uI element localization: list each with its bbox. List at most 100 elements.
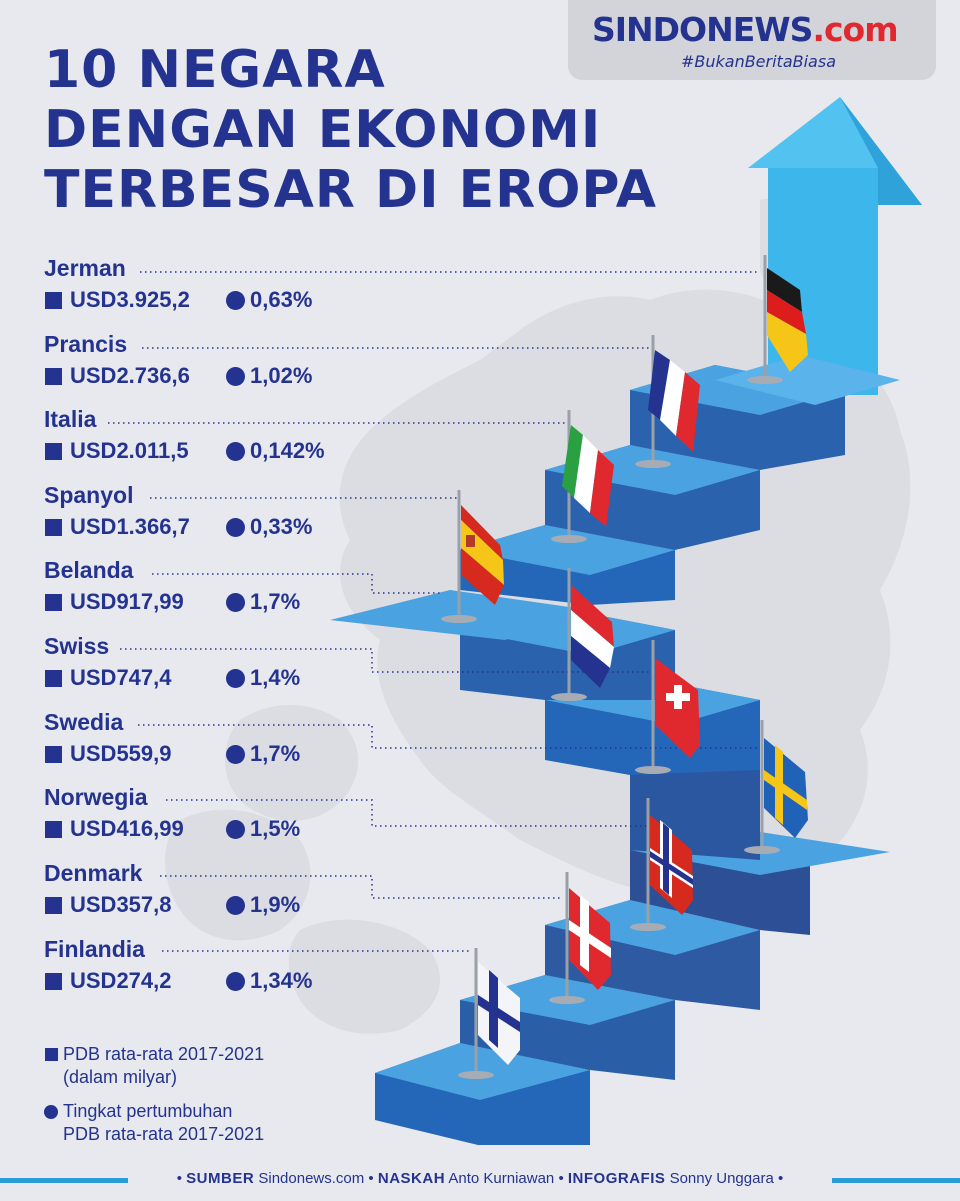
growth-value: 0,63% xyxy=(250,287,313,312)
country-row-belanda: Belanda USD917,99 1,7% xyxy=(44,557,374,627)
stat-line: USD3.925,2 0,63% xyxy=(44,287,374,315)
growth-dot-icon xyxy=(44,1105,58,1119)
country-row-prancis: Prancis USD2.736,6 1,02% xyxy=(44,331,374,401)
footer-script-label: NASKAH xyxy=(377,1170,446,1187)
growth-dot-icon xyxy=(226,291,245,310)
gdp-value: USD416,99 xyxy=(70,816,184,841)
title-line-1: 10 NEGARA xyxy=(44,40,386,100)
growth-value: 1,4% xyxy=(250,665,301,690)
growth-value: 1,9% xyxy=(250,892,301,917)
legend-gdp-line-2: (dalam milyar) xyxy=(63,1067,178,1087)
growth-dot-icon xyxy=(226,972,245,991)
stat-line: USD2.736,6 1,02% xyxy=(44,363,374,391)
gdp-square-icon xyxy=(45,670,62,687)
brand-header-panel xyxy=(568,0,936,80)
legend-growth-text: Tingkat pertumbuhan PDB rata-rata 2017-2… xyxy=(63,1100,264,1146)
gdp-square-icon xyxy=(45,443,62,460)
country-name: Swedia xyxy=(44,709,124,735)
country-row-denmark: Denmark USD357,8 1,9% xyxy=(44,860,374,930)
growth-dot-icon xyxy=(226,896,245,915)
flag-sweden-icon xyxy=(764,738,808,838)
brand-tagline: #BukanBeritaBiasa xyxy=(680,52,836,71)
stat-line: USD917,99 1,7% xyxy=(44,589,374,617)
footer-credits: • SUMBER Sindonews.com • NASKAH Anto Kur… xyxy=(140,1170,820,1187)
stat-line: USD747,4 1,4% xyxy=(44,665,374,693)
stat-line: USD274,2 1,34% xyxy=(44,968,374,996)
gdp-square-icon xyxy=(45,368,62,385)
gdp-square-icon xyxy=(45,973,62,990)
title-line-3: TERBESAR DI EROPA xyxy=(44,160,657,220)
leader-lines xyxy=(108,271,760,952)
country-row-finlandia: Finlandia USD274,2 1,34% xyxy=(44,936,374,1006)
sindonews-logo: SINDONEWS.com xyxy=(592,10,922,49)
flag-denmark-icon xyxy=(569,888,611,990)
country-name: Prancis xyxy=(44,331,128,357)
gdp-value: USD1.366,7 xyxy=(70,514,190,539)
growth-value: 0,33% xyxy=(250,514,313,539)
legend-gdp-line-1: PDB rata-rata 2017-2021 xyxy=(63,1044,265,1064)
country-name: Jerman xyxy=(44,255,126,281)
flag-spain-icon xyxy=(461,505,504,605)
gdp-value: USD559,9 xyxy=(70,741,172,766)
gdp-value: USD3.925,2 xyxy=(70,287,190,312)
page-title: 10 NEGARA DENGAN EKONOMI TERBESAR DI ERO… xyxy=(44,40,744,220)
growth-value: 1,7% xyxy=(250,589,301,614)
growth-dot-icon xyxy=(226,820,245,839)
gdp-square-icon xyxy=(45,746,62,763)
gdp-square-icon xyxy=(45,821,62,838)
footer-bullet: • xyxy=(558,1170,564,1187)
gdp-value: USD274,2 xyxy=(70,968,172,993)
growth-value: 1,34% xyxy=(250,968,313,993)
flag-netherlands-icon xyxy=(571,585,614,688)
gdp-value: USD357,8 xyxy=(70,892,172,917)
gdp-value: USD747,4 xyxy=(70,665,172,690)
country-name: Swiss xyxy=(44,633,110,659)
footer-source-value: Sindonews.com xyxy=(258,1170,365,1187)
country-row-jerman: Jerman USD3.925,2 0,63% xyxy=(44,255,374,325)
growth-value: 1,7% xyxy=(250,741,301,766)
growth-value: 0,142% xyxy=(250,438,325,463)
country-name: Norwegia xyxy=(44,784,148,810)
footer-graphic-value: Sonny Unggara xyxy=(669,1170,774,1187)
stat-line: USD357,8 1,9% xyxy=(44,892,374,920)
country-name: Spanyol xyxy=(44,482,134,508)
growth-dot-icon xyxy=(226,593,245,612)
flag-switzerland-icon xyxy=(655,658,700,758)
growth-dot-icon xyxy=(226,518,245,537)
stat-line: USD1.366,7 0,33% xyxy=(44,514,374,542)
growth-dot-icon xyxy=(226,442,245,461)
country-row-italia: Italia USD2.011,5 0,142% xyxy=(44,406,374,476)
country-name: Belanda xyxy=(44,557,134,583)
brand-suffix: .com xyxy=(812,10,898,49)
gdp-value: USD917,99 xyxy=(70,589,184,614)
gdp-square-icon xyxy=(45,519,62,536)
flag-finland-icon xyxy=(478,962,520,1065)
footer-graphic-label: INFOGRAFIS xyxy=(567,1170,666,1187)
country-name: Finlandia xyxy=(44,936,145,962)
country-row-spanyol: Spanyol USD1.366,7 0,33% xyxy=(44,482,374,552)
country-name: Italia xyxy=(44,406,97,432)
footer-script-value: Anto Kurniawan xyxy=(448,1170,555,1187)
footer-bullet: • xyxy=(368,1170,374,1187)
flag-france-icon xyxy=(648,350,700,452)
flag-norway-icon xyxy=(650,815,693,915)
footer-bullet: • xyxy=(777,1170,784,1187)
stat-line: USD2.011,5 0,142% xyxy=(44,438,374,466)
growth-value: 1,02% xyxy=(250,363,313,388)
gdp-square-icon xyxy=(45,292,62,309)
legend-growth-line-1: Tingkat pertumbuhan xyxy=(63,1101,233,1121)
footer-source-label: SUMBER xyxy=(186,1170,255,1187)
country-row-swiss: Swiss USD747,4 1,4% xyxy=(44,633,374,703)
flag-germany-icon xyxy=(767,268,808,372)
flag-italy-icon xyxy=(562,425,614,527)
gdp-value: USD2.011,5 xyxy=(70,438,189,463)
growth-dot-icon xyxy=(226,669,245,688)
title-line-2: DENGAN EKONOMI xyxy=(44,100,602,160)
growth-dot-icon xyxy=(226,745,245,764)
growth-dot-icon xyxy=(226,367,245,386)
gdp-square-icon xyxy=(45,897,62,914)
gdp-square-icon xyxy=(45,594,62,611)
footer-divider-right xyxy=(832,1178,960,1183)
stat-line: USD559,9 1,7% xyxy=(44,741,374,769)
